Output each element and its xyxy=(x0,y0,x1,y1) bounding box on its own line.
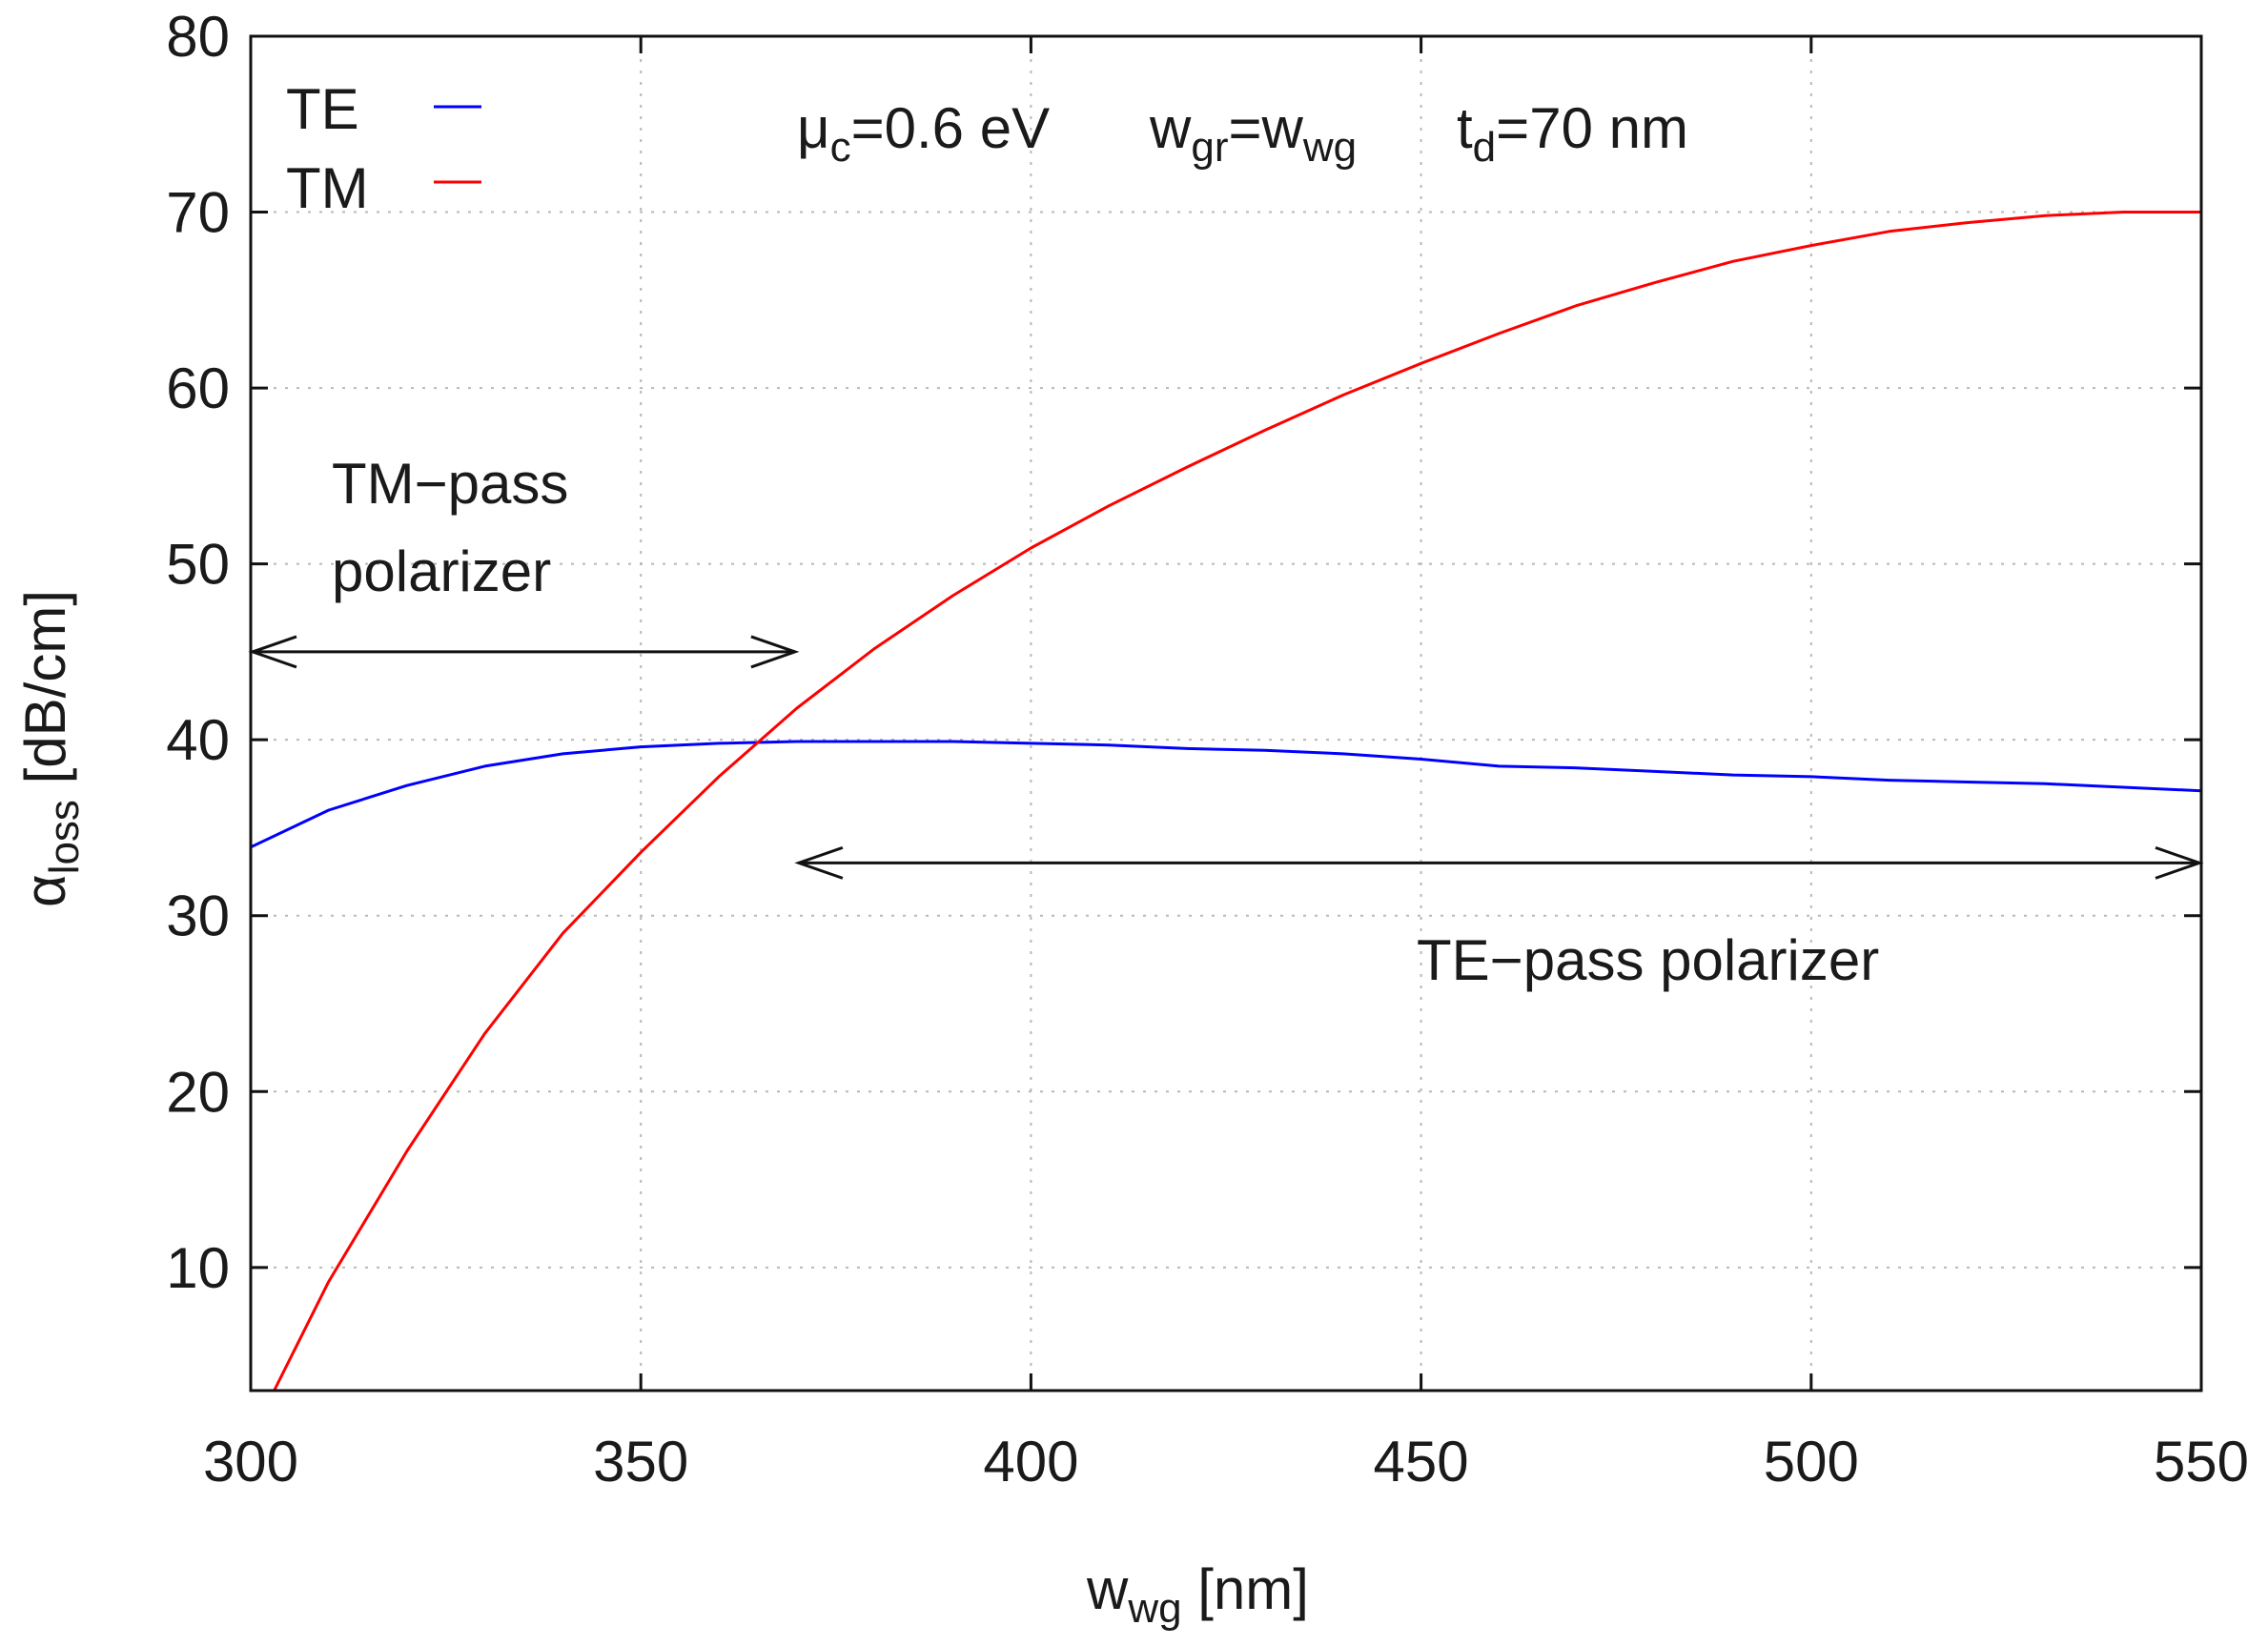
params-annotation: μc=0.6 eV xyxy=(797,96,1050,171)
x-label-unit: [nm] xyxy=(1182,1557,1309,1621)
ticks-layer: 300 350 400 450 500 550 10 20 30 40 50 60 70 80 xyxy=(166,5,2249,1494)
te-pass-label: TE−pass polarizer xyxy=(1417,928,1879,992)
params-thickness: td=70 nm xyxy=(1457,96,1688,171)
y-tick-label: 20 xyxy=(166,1060,230,1124)
series-line-tm xyxy=(273,211,2201,1392)
x-label-main: w xyxy=(1086,1557,1129,1621)
y-tick-label: 40 xyxy=(166,708,230,772)
param-w: w xyxy=(1149,96,1192,160)
tm-pass-arrow-head-left xyxy=(248,635,297,669)
legend-label-te: TE xyxy=(286,77,359,141)
y-tick-label: 80 xyxy=(166,5,230,69)
y-label-unit: [dB/cm] xyxy=(13,590,77,800)
grid-layer xyxy=(251,36,2201,1391)
y-tick-label: 50 xyxy=(166,533,230,597)
y-label-sub: loss xyxy=(41,800,88,874)
series-line-te xyxy=(250,740,2202,849)
x-label-sub: wg xyxy=(1127,1585,1181,1632)
x-tick-label: 350 xyxy=(593,1430,688,1494)
x-tick-label: 450 xyxy=(1374,1430,1469,1494)
param-mu-sub: c xyxy=(830,124,851,171)
series-layer xyxy=(250,211,2202,1392)
plot-frame xyxy=(249,34,2203,1392)
y-axis-label: αloss [dB/cm] xyxy=(13,590,88,907)
x-tick-label: 500 xyxy=(1764,1430,1859,1494)
tm-pass-arrow-head-right xyxy=(750,635,800,669)
legend-label-tm: TM xyxy=(286,156,369,220)
param-w2-sub: wg xyxy=(1302,124,1357,171)
x-tick-label: 400 xyxy=(983,1430,1078,1494)
y-tick-label: 60 xyxy=(166,356,230,420)
params-width: wgr=wwg xyxy=(1149,96,1357,171)
param-t-sub: d xyxy=(1473,124,1496,171)
y-tick-label: 10 xyxy=(166,1236,230,1300)
x-tick-label: 550 xyxy=(2154,1430,2249,1494)
param-mu-val: =0.6 eV xyxy=(851,96,1051,160)
param-t-val: =70 nm xyxy=(1496,96,1688,160)
annotations xyxy=(248,635,2204,880)
param-t: t xyxy=(1457,96,1473,160)
te-pass-arrow-head-left xyxy=(794,845,844,880)
tm-pass-label-line2: polarizer xyxy=(332,539,551,603)
legend: TE TM xyxy=(286,77,481,220)
param-eq: =w xyxy=(1228,96,1303,160)
param-w-sub: gr xyxy=(1191,124,1228,171)
y-label-main: α xyxy=(13,874,77,907)
x-axis-label: wwg [nm] xyxy=(1086,1557,1309,1632)
y-tick-label: 30 xyxy=(166,884,230,948)
param-mu: μ xyxy=(797,96,830,160)
te-pass-arrow-head-right xyxy=(2155,845,2204,880)
tm-pass-label-line1: TM−pass xyxy=(332,452,568,516)
y-tick-label: 70 xyxy=(166,181,230,245)
x-tick-label: 300 xyxy=(203,1430,298,1494)
